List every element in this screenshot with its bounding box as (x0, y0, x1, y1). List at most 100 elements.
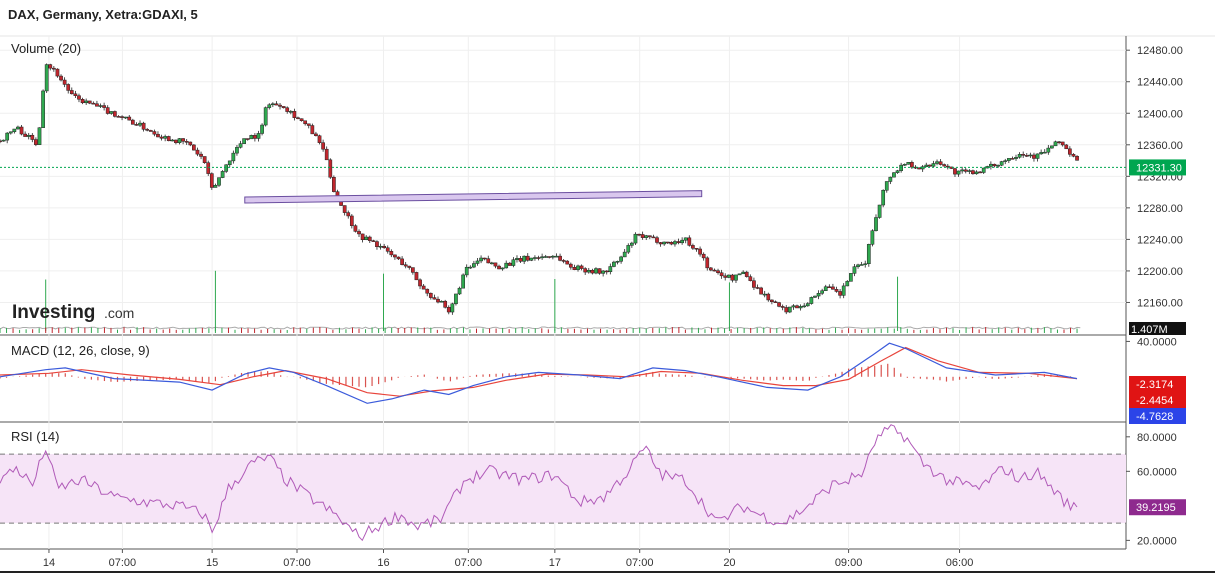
candle-body (665, 241, 670, 244)
candle-body (360, 233, 365, 240)
candle-body (418, 279, 422, 287)
candle-body (37, 127, 42, 145)
candle-body (421, 285, 426, 290)
candle-body (1006, 158, 1011, 161)
candle-body (705, 257, 710, 269)
rsi-value-badge-bg (1129, 499, 1186, 516)
candle-body (468, 266, 473, 269)
candle-body (500, 267, 505, 270)
candle-body (691, 245, 695, 249)
candle-body (353, 225, 358, 232)
rsi-tick-label: 80.0000 (1137, 432, 1177, 444)
candle-body (184, 141, 189, 143)
candle-body (1075, 155, 1079, 161)
candle-body (472, 263, 476, 268)
candle-body (202, 156, 207, 163)
candle-body (780, 306, 785, 308)
candle-body (98, 105, 103, 107)
candle-body (1010, 158, 1015, 160)
candle-body (978, 171, 982, 174)
candle-body (565, 260, 570, 265)
candle-body (884, 181, 889, 191)
candle-body (209, 173, 214, 188)
candle-body (414, 272, 419, 281)
candle-body (518, 258, 523, 262)
candle-body (84, 100, 89, 104)
candle-body (1, 139, 6, 142)
candle-body (403, 264, 408, 267)
candle-body (342, 205, 347, 213)
volume-badge: 1.407M (1131, 324, 1168, 336)
candle-body (256, 133, 261, 139)
macd-y-axis: 40.0000 (1126, 336, 1177, 348)
candle-body (1050, 145, 1054, 149)
candle-body (170, 139, 175, 142)
rsi-line (0, 424, 1078, 542)
candle-body (123, 116, 128, 119)
candle-body (292, 111, 297, 118)
candle-body (1053, 141, 1058, 147)
candle-body (432, 297, 437, 300)
candle-body (1042, 151, 1047, 154)
candle-body (547, 256, 552, 258)
candle-body (622, 251, 627, 258)
price-tick-label: 12280.00 (1137, 203, 1183, 215)
macd-value-badge: -2.4454 (1136, 395, 1173, 407)
candle-body (683, 237, 688, 241)
candle-body (231, 152, 236, 162)
candle-body (712, 269, 717, 272)
candle-body (576, 265, 580, 270)
candle-body (669, 242, 674, 245)
candle-body (816, 293, 821, 297)
macd-value-badge-bg (1129, 392, 1186, 408)
candle-body (906, 162, 911, 165)
candle-body (0, 140, 2, 143)
candle-body (863, 263, 868, 266)
candle-body (245, 138, 250, 140)
candle-body (561, 260, 566, 262)
candle-body (723, 275, 728, 278)
candle-body (859, 264, 864, 266)
candle-body (644, 235, 649, 238)
candle-body (145, 129, 150, 131)
candle-body (80, 99, 85, 104)
candle-body (486, 258, 491, 264)
candle-body (866, 244, 871, 265)
candle-body (238, 143, 243, 148)
candle-body (1071, 154, 1076, 157)
candle-body (924, 164, 929, 167)
candle-body (454, 293, 458, 305)
candle-body (493, 262, 498, 267)
candle-body (1064, 144, 1069, 150)
candle-body (489, 262, 494, 265)
candle-body (1014, 157, 1018, 159)
candle-body (364, 236, 369, 240)
candle-body (777, 302, 781, 307)
candle-body (992, 163, 997, 167)
candle-body (1068, 148, 1072, 155)
candle-body (475, 260, 480, 264)
candle-body (647, 235, 652, 238)
candle-body (999, 161, 1004, 166)
candle-body (55, 68, 60, 77)
candle-body (716, 270, 720, 273)
price-tick-label: 12160.00 (1137, 297, 1183, 309)
candle-body (102, 105, 106, 108)
time-tick-label: 14 (43, 557, 55, 569)
logo-suffix: .com (104, 305, 134, 321)
candle-body (601, 270, 605, 274)
volume-average-line (0, 326, 1081, 330)
candle-body (630, 242, 634, 246)
candle-body (558, 255, 562, 261)
price-y-axis: 12480.0012440.0012400.0012360.0012320.00… (1126, 45, 1183, 309)
candle-body (332, 177, 336, 192)
candle-body (787, 306, 792, 313)
candle-body (594, 268, 598, 274)
candle-body (213, 185, 218, 188)
candle-body (931, 163, 936, 167)
candle-body (349, 215, 354, 226)
candle-body (791, 305, 796, 308)
candle-body (604, 270, 609, 273)
logo-wordmark: Investing (12, 302, 95, 323)
candle-body (227, 160, 232, 166)
